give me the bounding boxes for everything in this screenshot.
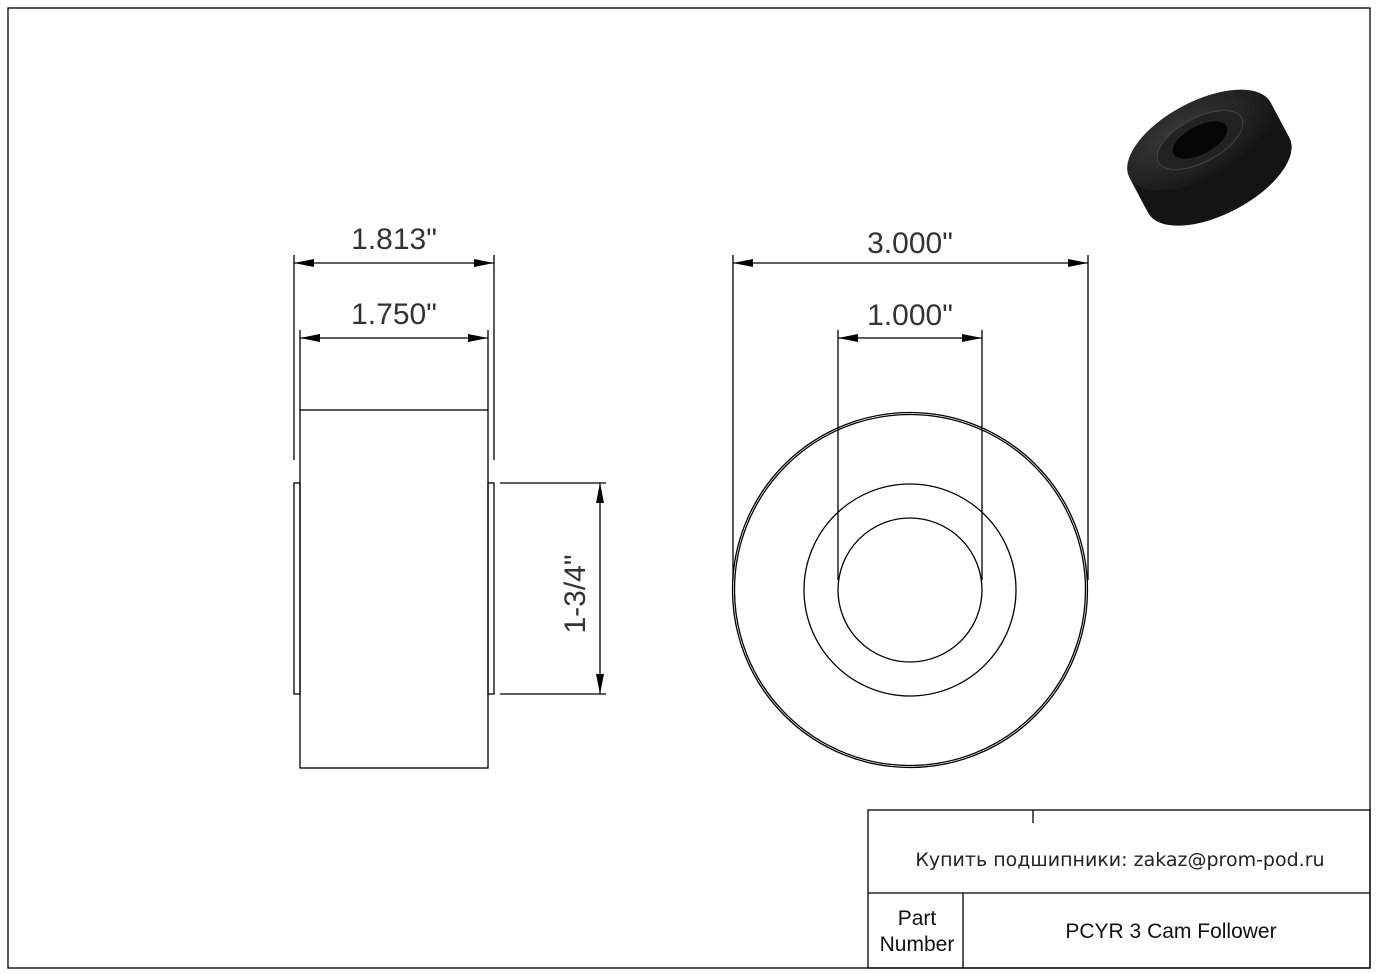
side-view-left-flange [293,482,301,695]
contact-text: Купить подшипники: zakaz@prom-pod.ru [915,849,1324,871]
dim-text-height: 1-3/4" [559,554,592,633]
bore-circle [837,517,983,663]
side-view: 1.813" 1.750" 1-3/4" [293,223,606,769]
front-view: 3.000" 1.000" [731,227,1089,769]
sheet-border [7,7,1371,969]
part-3d-render [1127,89,1292,226]
dim-text-1813: 1.813" [351,223,437,256]
dim-text-1000: 1.000" [867,299,953,332]
dim-text-1750: 1.750" [351,298,437,331]
side-view-body [299,409,489,769]
part-number-label-2: Number [880,933,955,956]
outer-circle [731,411,1089,769]
part-number-label: Part [898,907,937,930]
middle-circle [803,483,1017,697]
title-block: Купить подшипники: zakaz@prom-pod.ru Par… [867,809,1371,969]
side-view-right-flange [487,482,495,695]
dim-text-3000: 3.000" [867,227,953,260]
part-number-value: PCYR 3 Cam Follower [1065,920,1276,943]
